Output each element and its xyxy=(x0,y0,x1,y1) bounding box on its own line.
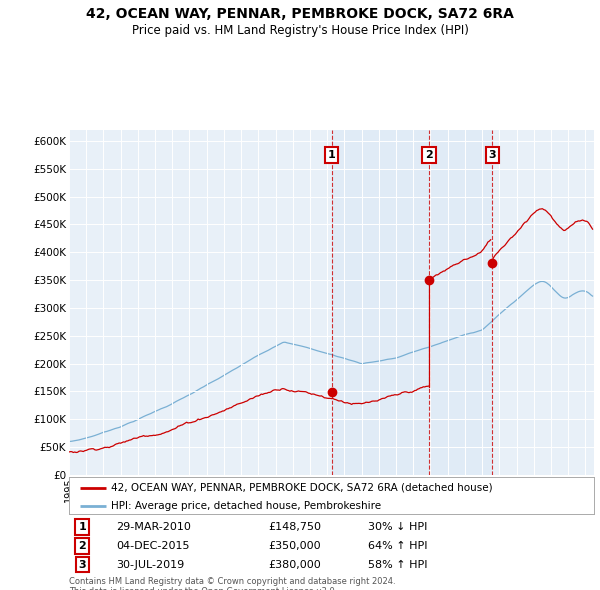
Text: 2: 2 xyxy=(425,150,433,160)
Text: 2: 2 xyxy=(78,541,86,550)
Text: 30-JUL-2019: 30-JUL-2019 xyxy=(116,560,185,569)
Text: Price paid vs. HM Land Registry's House Price Index (HPI): Price paid vs. HM Land Registry's House … xyxy=(131,24,469,37)
Text: 42, OCEAN WAY, PENNAR, PEMBROKE DOCK, SA72 6RA (detached house): 42, OCEAN WAY, PENNAR, PEMBROKE DOCK, SA… xyxy=(111,483,493,493)
Text: 04-DEC-2015: 04-DEC-2015 xyxy=(116,541,190,550)
Text: 64% ↑ HPI: 64% ↑ HPI xyxy=(368,541,428,550)
Text: 3: 3 xyxy=(488,150,496,160)
Text: Contains HM Land Registry data © Crown copyright and database right 2024.
This d: Contains HM Land Registry data © Crown c… xyxy=(69,577,395,590)
Bar xyxy=(331,130,492,475)
Text: 29-MAR-2010: 29-MAR-2010 xyxy=(116,522,191,532)
Text: 1: 1 xyxy=(328,150,335,160)
Text: £380,000: £380,000 xyxy=(269,560,321,569)
Text: £350,000: £350,000 xyxy=(269,541,321,550)
Text: £148,750: £148,750 xyxy=(269,522,322,532)
Text: HPI: Average price, detached house, Pembrokeshire: HPI: Average price, detached house, Pemb… xyxy=(111,502,381,512)
Text: 42, OCEAN WAY, PENNAR, PEMBROKE DOCK, SA72 6RA: 42, OCEAN WAY, PENNAR, PEMBROKE DOCK, SA… xyxy=(86,7,514,21)
Text: 30% ↓ HPI: 30% ↓ HPI xyxy=(368,522,428,532)
Text: 1: 1 xyxy=(78,522,86,532)
Text: 58% ↑ HPI: 58% ↑ HPI xyxy=(368,560,428,569)
Text: 3: 3 xyxy=(79,560,86,569)
